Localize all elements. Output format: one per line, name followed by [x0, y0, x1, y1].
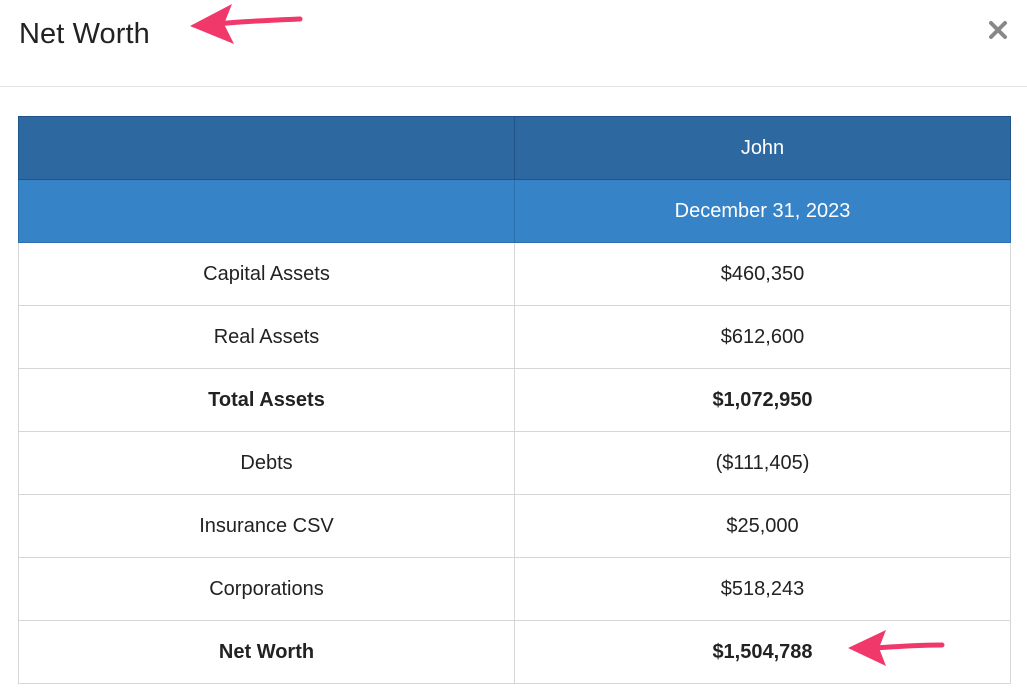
header-row-date: December 31, 2023	[18, 179, 1011, 243]
header-empty-cell	[18, 116, 515, 180]
row-label: Capital Assets	[18, 242, 515, 306]
table-row: Insurance CSV $25,000	[18, 494, 1011, 558]
row-label: Debts	[18, 431, 515, 495]
row-value: $25,000	[514, 494, 1011, 558]
row-value: $1,072,950	[514, 368, 1011, 432]
row-label: Insurance CSV	[18, 494, 515, 558]
row-value: $1,504,788	[514, 620, 1011, 684]
row-label: Real Assets	[18, 305, 515, 369]
table-row-net-worth: Net Worth $1,504,788	[18, 620, 1011, 684]
header-row-person: John	[18, 116, 1011, 180]
modal-title: Net Worth	[19, 18, 150, 50]
table-row: Real Assets $612,600	[18, 305, 1011, 369]
row-label: Net Worth	[18, 620, 515, 684]
net-worth-table: John December 31, 2023 Capital Assets $4…	[18, 116, 1011, 684]
person-name-header: John	[514, 116, 1011, 180]
header-empty-cell	[18, 179, 515, 243]
row-label: Total Assets	[18, 368, 515, 432]
table-row: Capital Assets $460,350	[18, 242, 1011, 306]
table-row: Corporations $518,243	[18, 557, 1011, 621]
row-value: $460,350	[514, 242, 1011, 306]
table-row-total-assets: Total Assets $1,072,950	[18, 368, 1011, 432]
row-value: $518,243	[514, 557, 1011, 621]
modal-header: Net Worth	[0, 0, 1027, 87]
table-row: Debts ($111,405)	[18, 431, 1011, 495]
row-value: ($111,405)	[514, 431, 1011, 495]
close-button[interactable]	[982, 14, 1014, 46]
close-icon	[989, 21, 1007, 39]
row-value: $612,600	[514, 305, 1011, 369]
row-label: Corporations	[18, 557, 515, 621]
net-worth-table-container: John December 31, 2023 Capital Assets $4…	[18, 116, 1011, 684]
date-header: December 31, 2023	[514, 179, 1011, 243]
